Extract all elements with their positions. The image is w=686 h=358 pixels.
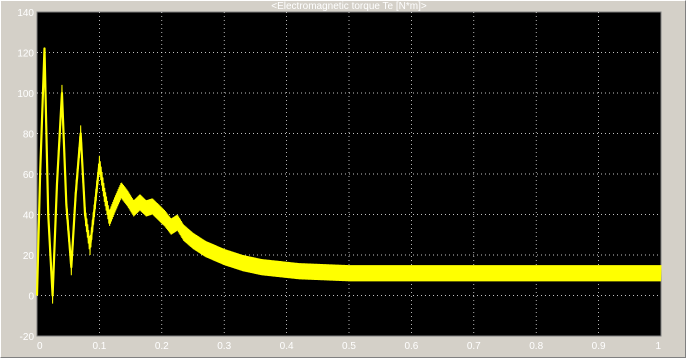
x-tick-label: 0 (37, 341, 43, 352)
series-group (35, 47, 662, 304)
x-tick-label: 0.8 (529, 341, 543, 352)
y-tick-label: 60 (23, 170, 35, 181)
x-tick-label: 0.7 (467, 341, 481, 352)
y-tick-label: 120 (17, 49, 34, 60)
x-tick-label: 0.1 (92, 341, 106, 352)
x-axis: 0 0.1 0.2 0.3 0.4 0.5 0.6 0.7 0.8 0.9 1 (37, 341, 661, 352)
chart-title: <Electromagnetic torque Te [N*m]> (271, 1, 427, 12)
y-tick-label: 20 (23, 251, 35, 262)
y-tick-label: -20 (20, 332, 35, 343)
x-tick-label: 0.9 (592, 341, 606, 352)
y-tick-label: 40 (23, 211, 35, 222)
x-tick-label: 0.2 (155, 341, 169, 352)
y-tick-label: 80 (23, 130, 35, 141)
x-tick-label: 1 (655, 341, 661, 352)
y-tick-label: 0 (28, 292, 34, 303)
y-tick-label: 100 (17, 89, 34, 100)
x-tick-label: 0.4 (280, 341, 294, 352)
x-tick-label: 0.3 (217, 341, 231, 352)
y-tick-label: 140 (17, 8, 34, 19)
series-line (35, 47, 661, 297)
x-tick-label: 0.5 (342, 341, 356, 352)
grid (37, 12, 661, 336)
y-axis: -20 0 20 40 60 80 100 120 140 (17, 8, 34, 343)
series-ripple (36, 54, 662, 304)
x-tick-label: 0.6 (404, 341, 418, 352)
